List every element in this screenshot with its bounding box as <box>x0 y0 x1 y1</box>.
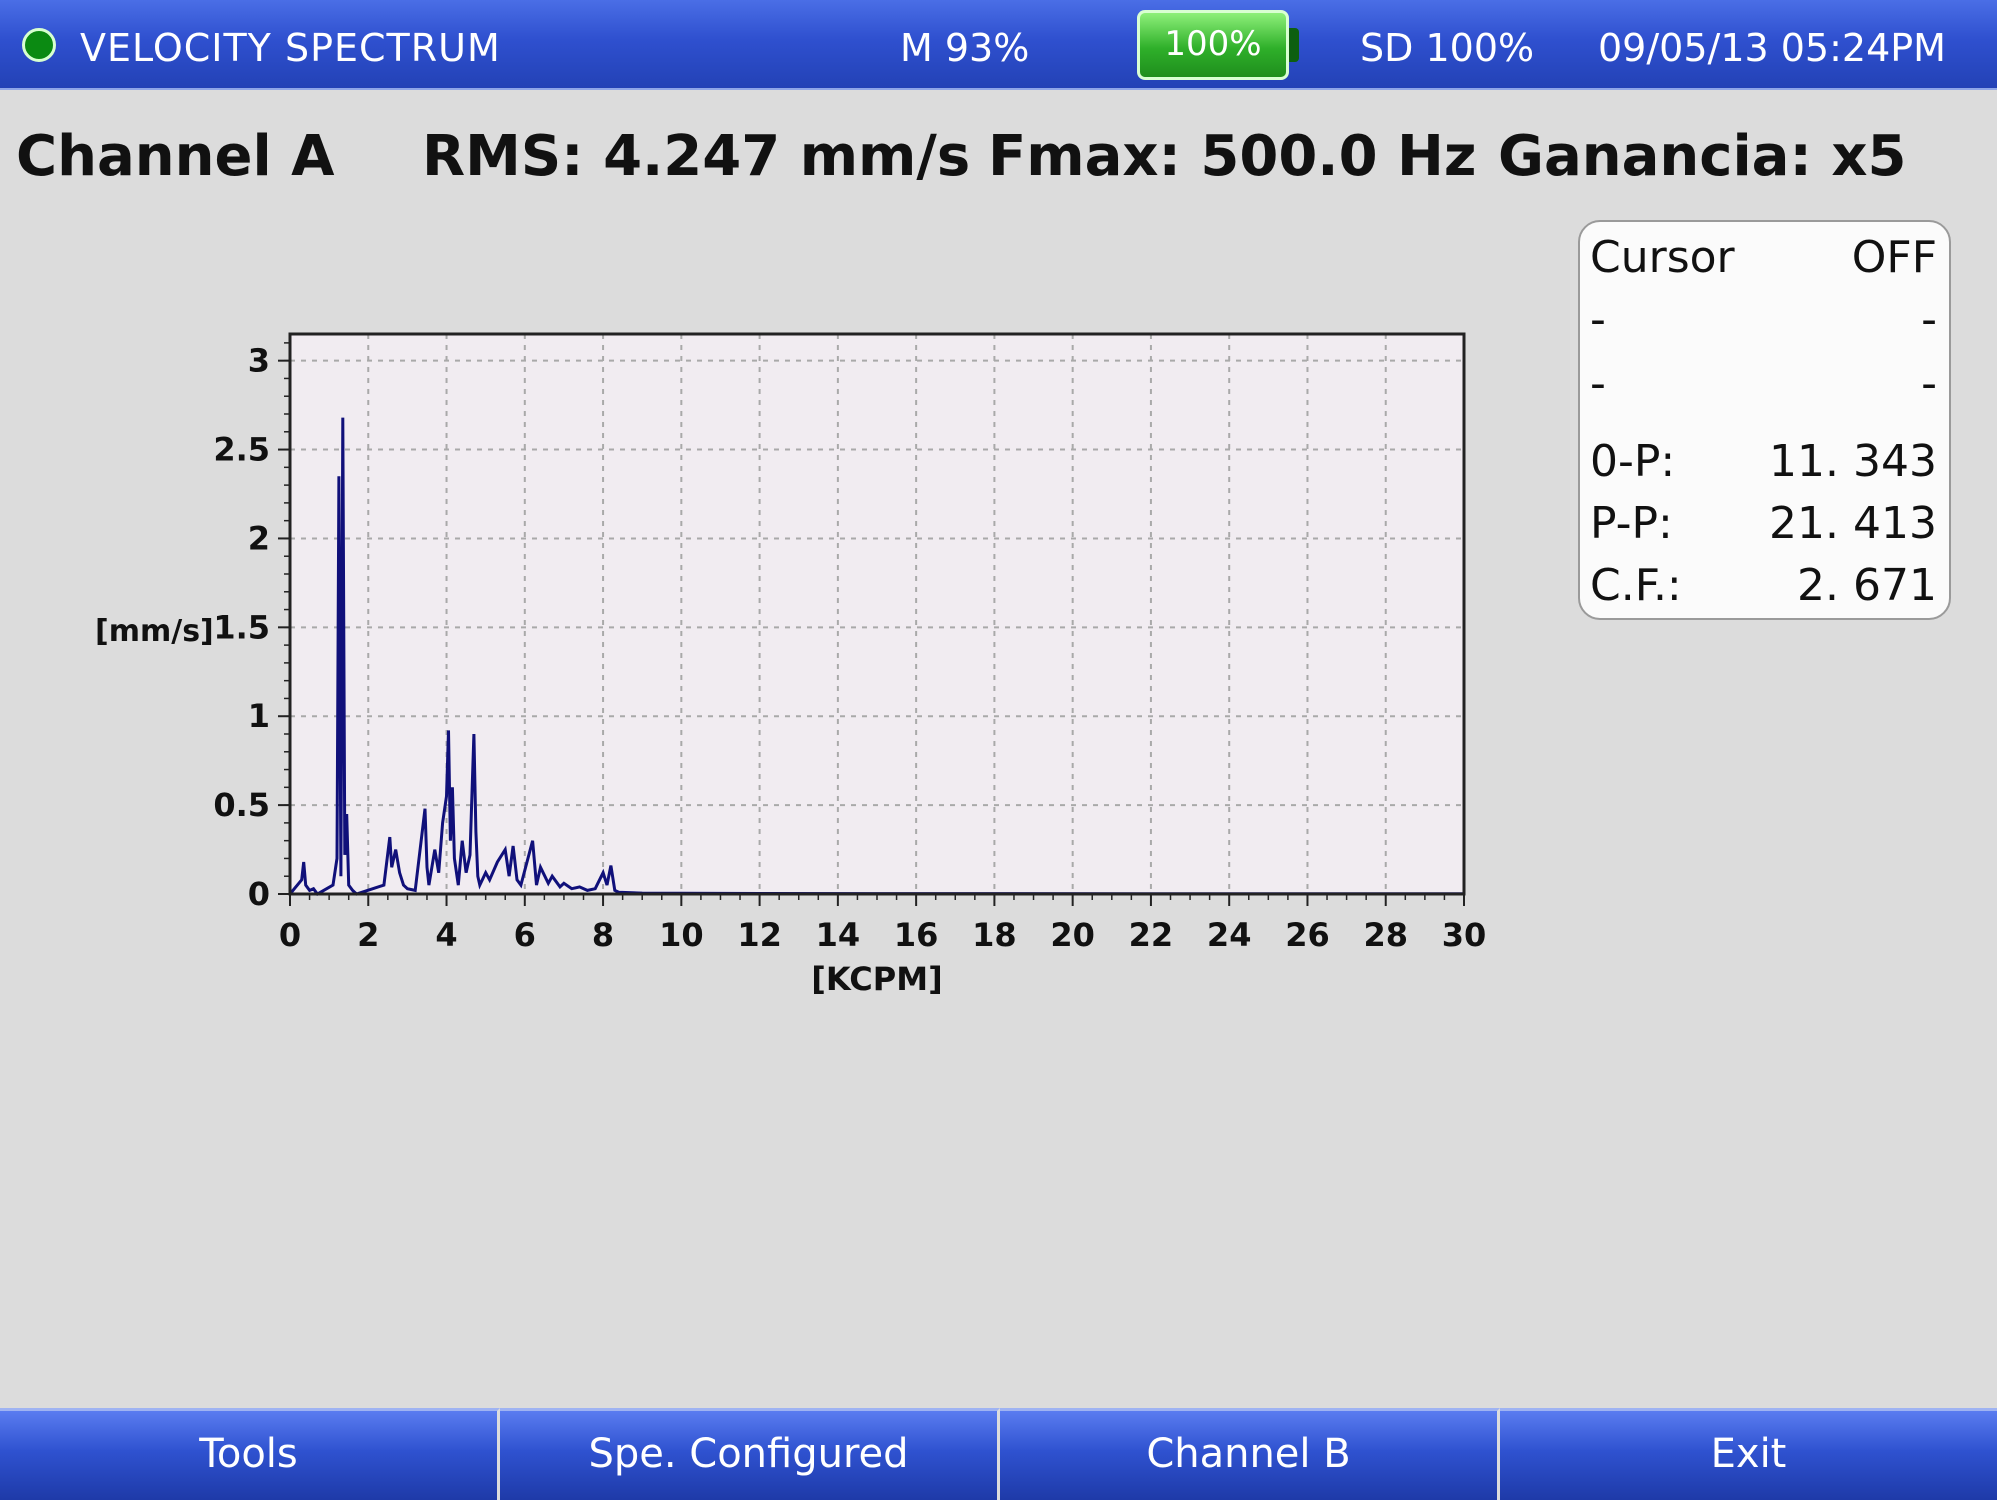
softkey-bar: Tools Spe. Configured Channel B Exit <box>0 1408 1997 1500</box>
x-tick-label: 0 <box>279 916 301 954</box>
x-tick-label: 14 <box>816 916 861 954</box>
tools-button[interactable]: Tools <box>0 1408 500 1500</box>
x-tick-label: 16 <box>894 916 939 954</box>
x-tick-label: 26 <box>1285 916 1330 954</box>
crest-factor-value: 2. 671 <box>1797 560 1937 611</box>
spectrum-series-line <box>288 417 1465 896</box>
exit-button[interactable]: Exit <box>1500 1408 1997 1500</box>
memory-indicator: M 93% <box>900 26 1030 70</box>
cursor-panel: Cursor OFF - - - - 0-P: 11. 343 P-P: 21.… <box>1578 220 1951 620</box>
status-bar: VELOCITY SPECTRUM M 93% 100% SD 100% 09/… <box>0 0 1997 90</box>
status-indicator-icon <box>22 28 56 62</box>
cursor-state[interactable]: OFF <box>1851 232 1937 283</box>
battery-level: 100% <box>1164 24 1262 64</box>
battery-icon: 100% <box>1137 10 1289 80</box>
y-tick-label: 2 <box>248 519 270 557</box>
plot-frame <box>288 332 1466 896</box>
zero-peak-label: 0-P: <box>1590 436 1676 487</box>
peak-peak-value: 21. 413 <box>1769 498 1937 549</box>
y-tick-label: 0.5 <box>213 786 270 824</box>
zero-peak-value: 11. 343 <box>1769 436 1937 487</box>
cursor-header-row: Cursor OFF <box>1590 232 1937 288</box>
plot-background <box>290 334 1464 894</box>
x-axis-label: [KCPM] <box>811 960 942 998</box>
datetime: 09/05/13 05:24PM <box>1598 26 1946 70</box>
cursor-row-value: - <box>1921 294 1937 345</box>
screen-title: VELOCITY SPECTRUM <box>80 26 501 70</box>
x-tick-label: 22 <box>1129 916 1174 954</box>
rms-value: RMS: 4.247 mm/s <box>422 124 971 189</box>
x-tick-label: 24 <box>1207 916 1252 954</box>
y-tick-label: 1.5 <box>213 608 270 646</box>
cursor-row: - - <box>1590 294 1937 350</box>
y-axis-label: [mm/s] <box>95 614 214 649</box>
y-tick-label: 3 <box>248 342 270 380</box>
x-tick-label: 20 <box>1050 916 1095 954</box>
x-tick-label: 30 <box>1442 916 1487 954</box>
x-tick-label: 18 <box>972 916 1017 954</box>
zero-peak-row: 0-P: 11. 343 <box>1590 436 1937 492</box>
crest-factor-row: C.F.: 2. 671 <box>1590 560 1937 616</box>
channel-b-button[interactable]: Channel B <box>1000 1408 1500 1500</box>
battery-tip <box>1289 28 1299 62</box>
cursor-row: - - <box>1590 358 1937 414</box>
cursor-row-label: - <box>1590 294 1606 345</box>
y-tick-label: 0 <box>248 875 270 913</box>
x-tick-label: 4 <box>435 916 457 954</box>
gain-value: Ganancia: x5 <box>1498 124 1907 189</box>
sd-card-indicator: SD 100% <box>1360 26 1535 70</box>
channel-label: Channel A <box>16 124 335 189</box>
spectrum-chart[interactable]: 0 2 4 6 8 10 12 14 16 18 20 22 24 26 28 3000.511.522.53… <box>0 300 1560 1020</box>
cursor-row-value: - <box>1921 358 1937 409</box>
x-tick-label: 8 <box>592 916 614 954</box>
crest-factor-label: C.F.: <box>1590 560 1682 611</box>
x-tick-label: 2 <box>357 916 379 954</box>
x-tick-label: 10 <box>659 916 704 954</box>
y-tick-label: 1 <box>248 697 270 735</box>
cursor-row-label: - <box>1590 358 1606 409</box>
peak-peak-row: P-P: 21. 413 <box>1590 498 1937 554</box>
x-tick-label: 28 <box>1363 916 1408 954</box>
peak-peak-label: P-P: <box>1590 498 1673 549</box>
x-tick-label: 6 <box>514 916 536 954</box>
y-tick-label: 2.5 <box>213 431 270 469</box>
x-tick-label: 12 <box>737 916 782 954</box>
spe-configured-button[interactable]: Spe. Configured <box>500 1408 1000 1500</box>
fmax-value: Fmax: 500.0 Hz <box>988 124 1477 189</box>
cursor-title: Cursor <box>1590 232 1735 283</box>
